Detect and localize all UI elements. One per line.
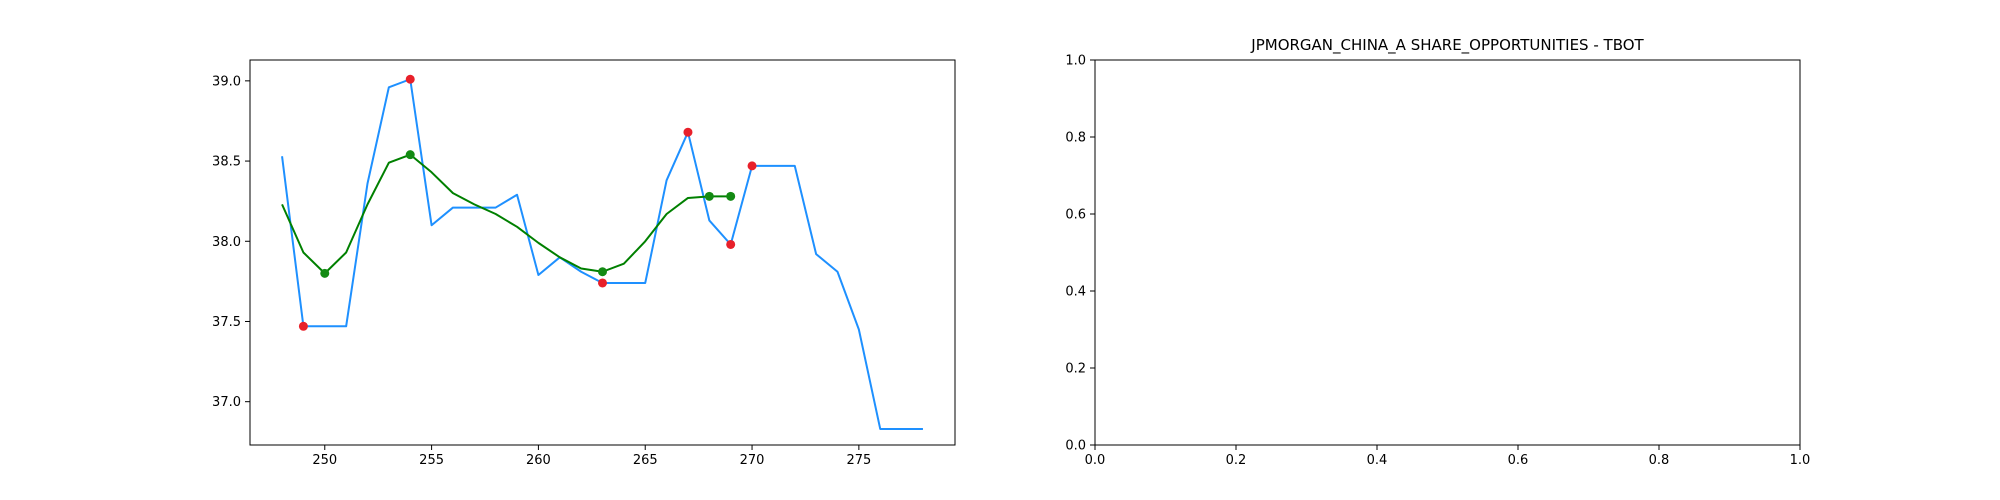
series-2-point	[298, 321, 308, 331]
y-tick-label: 0.8	[1065, 131, 1086, 146]
right-chart-x-axis: 0.0 0.2 0.4 0.6 0.8 1.0	[1085, 445, 1811, 468]
left-chart-y-axis: 37.0 37.5 38.0 38.5 39.0	[212, 74, 250, 410]
right-chart-y-axis: 0.0 0.2 0.4 0.6 0.8 1.0	[1065, 54, 1095, 454]
series-2-point	[747, 161, 757, 171]
series-3-point	[704, 191, 714, 201]
y-tick-label: 38.5	[212, 155, 241, 170]
series-3-point	[320, 268, 330, 278]
x-tick-label: 0.4	[1367, 453, 1388, 468]
series-3-point	[405, 150, 415, 160]
series-line-1	[281, 153, 731, 275]
y-tick-label: 38.0	[212, 235, 241, 250]
x-tick-label: 0.0	[1085, 453, 1106, 468]
x-tick-label: 250	[312, 453, 337, 468]
x-tick-label: 260	[526, 453, 551, 468]
right-chart-title: JPMORGAN_CHINA_A SHARE_OPPORTUNITIES - T…	[1250, 36, 1644, 55]
x-tick-label: 0.8	[1649, 453, 1670, 468]
series-line-0	[281, 78, 923, 430]
y-tick-label: 37.5	[212, 315, 241, 330]
series-3-point	[598, 267, 607, 277]
x-tick-label: 275	[846, 453, 871, 468]
y-tick-label: 0.2	[1065, 362, 1086, 377]
y-tick-label: 37.0	[212, 395, 241, 410]
left-chart: 250 255 260 265 270 275 37.0 37.5 38.0 38.5 39.0	[212, 59, 956, 468]
y-tick-label: 0.4	[1065, 285, 1086, 300]
x-tick-label: 0.6	[1508, 453, 1529, 468]
y-tick-label: 0.6	[1065, 208, 1086, 223]
right-chart: 0.0 0.2 0.4 0.6 0.8 1.0 0.0 0.2 0.4 0.6 0.8 1.0 JP…	[1065, 36, 1810, 468]
series-2-point	[598, 278, 607, 288]
series-2-point	[726, 239, 736, 249]
x-tick-label: 270	[740, 453, 765, 468]
y-tick-label: 0.0	[1065, 439, 1086, 454]
right-chart-frame	[1094, 59, 1801, 446]
x-tick-label: 0.2	[1226, 453, 1247, 468]
x-tick-label: 265	[633, 453, 658, 468]
y-tick-label: 39.0	[212, 74, 241, 89]
left-chart-frame	[249, 59, 956, 446]
x-tick-label: 1.0	[1790, 453, 1811, 468]
series-3-point	[726, 191, 736, 201]
left-chart-x-axis: 250 255 260 265 270 275	[312, 445, 871, 468]
y-tick-label: 1.0	[1065, 54, 1086, 69]
series-2-point	[405, 74, 415, 84]
series-2-point	[683, 127, 693, 137]
left-chart-marks	[281, 74, 923, 430]
x-tick-label: 255	[419, 453, 444, 468]
